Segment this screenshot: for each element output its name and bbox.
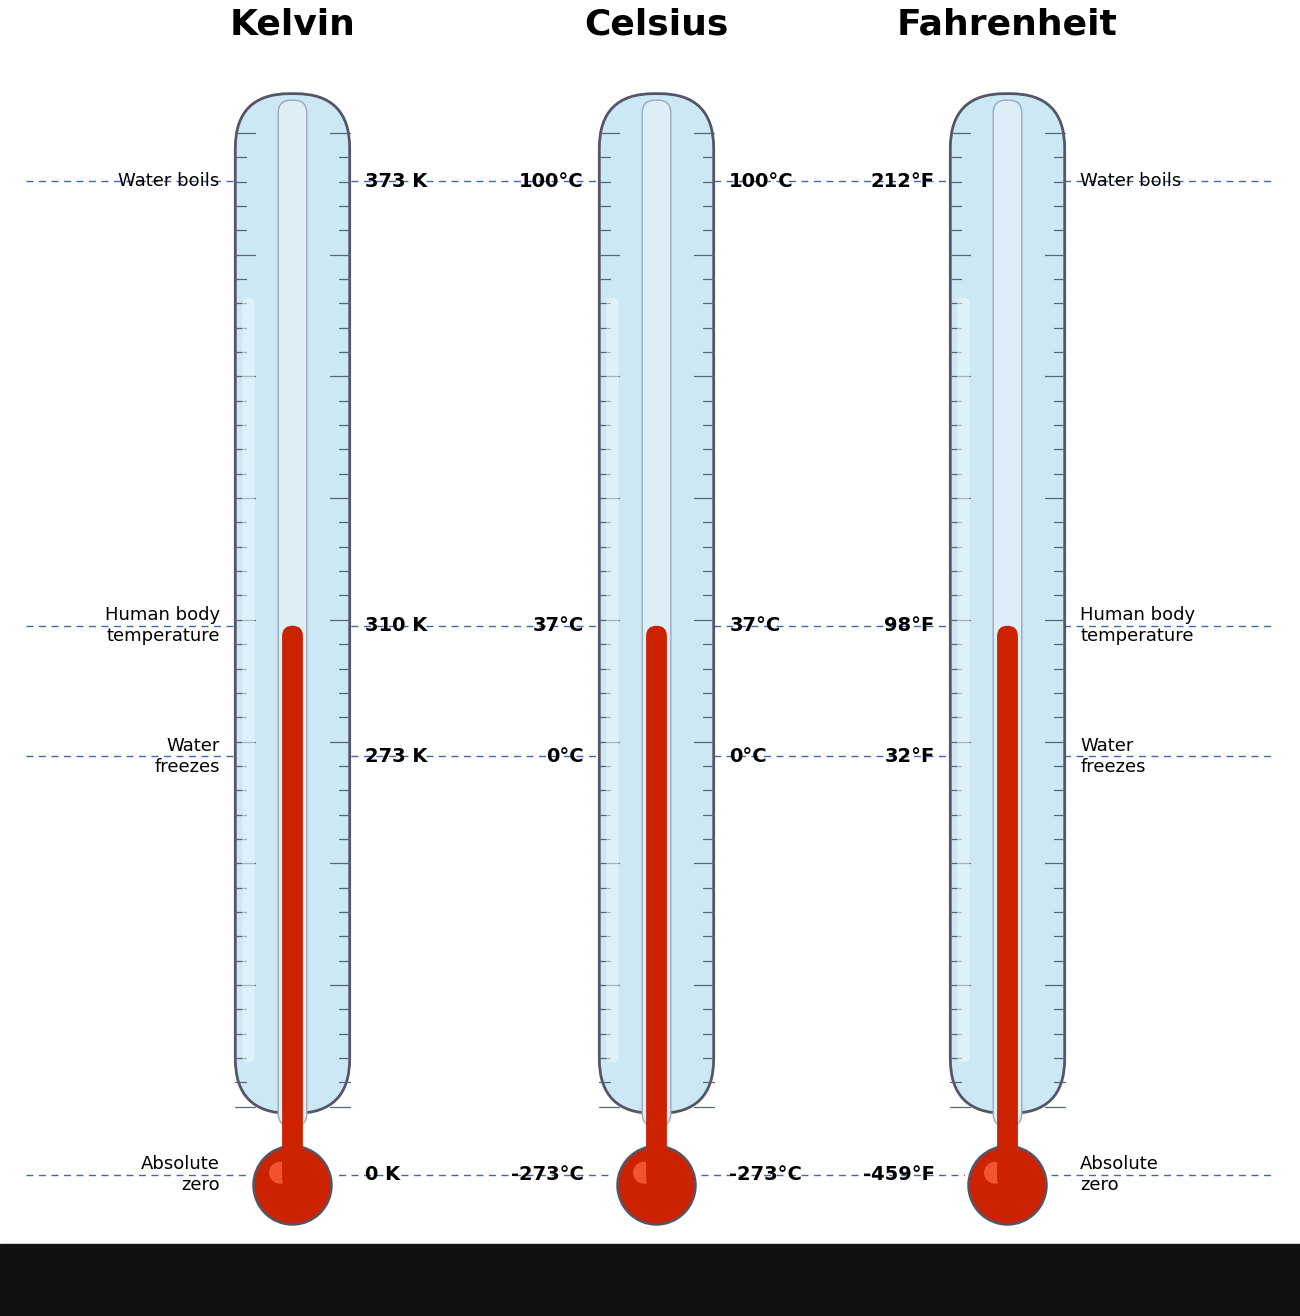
- Text: 0°C: 0°C: [546, 747, 584, 766]
- Text: 100°C: 100°C: [519, 171, 584, 191]
- Text: Absolute
zero: Absolute zero: [140, 1155, 220, 1194]
- Text: 273 K: 273 K: [365, 747, 428, 766]
- FancyBboxPatch shape: [235, 93, 350, 1113]
- Text: Water boils: Water boils: [118, 172, 220, 191]
- FancyBboxPatch shape: [282, 625, 303, 1190]
- FancyBboxPatch shape: [606, 297, 619, 1062]
- FancyBboxPatch shape: [646, 625, 667, 1190]
- Text: 32°F: 32°F: [884, 747, 935, 766]
- Circle shape: [984, 1162, 1006, 1183]
- Text: 0°C: 0°C: [729, 747, 767, 766]
- Bar: [0, 1244, 1300, 1316]
- Circle shape: [633, 1162, 655, 1183]
- Circle shape: [254, 1146, 332, 1224]
- Text: Water
freezes: Water freezes: [155, 737, 220, 776]
- Text: -273°C: -273°C: [729, 1165, 802, 1184]
- FancyBboxPatch shape: [242, 297, 255, 1062]
- Text: Water
freezes: Water freezes: [1080, 737, 1145, 776]
- Text: 373 K: 373 K: [365, 171, 428, 191]
- Text: Celsius: Celsius: [584, 8, 729, 41]
- Circle shape: [968, 1146, 1046, 1224]
- Text: Kelvin: Kelvin: [230, 8, 355, 41]
- FancyBboxPatch shape: [993, 100, 1022, 1126]
- Text: 37°C: 37°C: [533, 616, 584, 636]
- Text: Human body
temperature: Human body temperature: [1080, 607, 1196, 645]
- Text: 310 K: 310 K: [365, 616, 428, 636]
- Text: 0 K: 0 K: [365, 1165, 400, 1184]
- Text: 37°C: 37°C: [729, 616, 780, 636]
- Circle shape: [618, 1146, 696, 1224]
- Text: Human body
temperature: Human body temperature: [104, 607, 220, 645]
- Circle shape: [612, 1141, 701, 1229]
- FancyBboxPatch shape: [957, 297, 970, 1062]
- FancyBboxPatch shape: [642, 100, 671, 1126]
- FancyBboxPatch shape: [278, 100, 307, 1126]
- Text: Water boils: Water boils: [1080, 172, 1182, 191]
- FancyBboxPatch shape: [997, 625, 1018, 1190]
- Text: 98°F: 98°F: [884, 616, 935, 636]
- Text: 100°C: 100°C: [729, 171, 794, 191]
- Circle shape: [248, 1141, 337, 1229]
- Text: 212°F: 212°F: [871, 171, 935, 191]
- Text: Fahrenheit: Fahrenheit: [897, 8, 1118, 41]
- Text: Absolute
zero: Absolute zero: [1080, 1155, 1160, 1194]
- Circle shape: [963, 1141, 1052, 1229]
- Circle shape: [269, 1162, 291, 1183]
- Text: -459°F: -459°F: [863, 1165, 935, 1184]
- FancyBboxPatch shape: [599, 93, 714, 1113]
- Text: -273°C: -273°C: [511, 1165, 584, 1184]
- FancyBboxPatch shape: [950, 93, 1065, 1113]
